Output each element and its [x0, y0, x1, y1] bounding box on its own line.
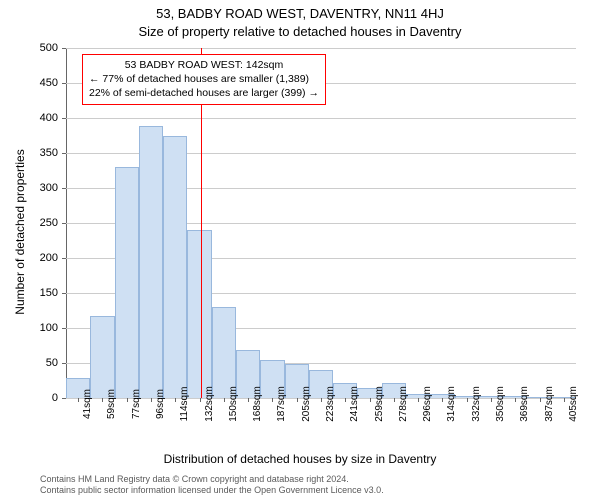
chart-title-line1: 53, BADBY ROAD WEST, DAVENTRY, NN11 4HJ [0, 6, 600, 21]
x-tick-label: 205sqm [301, 386, 312, 422]
histogram-bar [187, 230, 211, 398]
y-tick-mark [62, 118, 66, 119]
x-tick-label: 332sqm [471, 386, 482, 422]
credits-line-2: Contains public sector information licen… [40, 485, 384, 496]
plot-area: 05010015020025030035040045050041sqm59sqm… [66, 48, 576, 398]
y-tick-label: 350 [18, 147, 58, 159]
x-tick-mark [102, 398, 103, 402]
y-tick-label: 100 [18, 322, 58, 334]
y-tick-label: 500 [18, 42, 58, 54]
histogram-bar [139, 126, 163, 398]
x-tick-mark [345, 398, 346, 402]
x-tick-mark [564, 398, 565, 402]
x-tick-mark [297, 398, 298, 402]
y-tick-label: 300 [18, 182, 58, 194]
x-tick-mark [370, 398, 371, 402]
x-tick-mark [175, 398, 176, 402]
x-tick-mark [467, 398, 468, 402]
y-tick-mark [62, 363, 66, 364]
x-tick-label: 314sqm [446, 386, 457, 422]
x-tick-mark [442, 398, 443, 402]
y-tick-label: 0 [18, 392, 58, 404]
y-tick-mark [62, 398, 66, 399]
x-tick-mark [394, 398, 395, 402]
x-tick-label: 114sqm [179, 387, 190, 422]
x-tick-label: 150sqm [228, 386, 239, 422]
annotation-line: 53 BADBY ROAD WEST: 142sqm [89, 58, 319, 72]
x-tick-label: 77sqm [131, 389, 142, 419]
x-tick-label: 259sqm [374, 386, 385, 422]
x-tick-label: 187sqm [276, 386, 287, 422]
x-tick-label: 59sqm [106, 389, 117, 419]
y-tick-label: 400 [18, 112, 58, 124]
x-tick-label: 350sqm [495, 386, 506, 422]
x-tick-mark [78, 398, 79, 402]
y-tick-mark [62, 223, 66, 224]
y-tick-label: 150 [18, 287, 58, 299]
x-tick-mark [515, 398, 516, 402]
y-tick-label: 450 [18, 77, 58, 89]
x-tick-label: 132sqm [204, 386, 215, 422]
x-tick-label: 223sqm [325, 386, 336, 422]
histogram-bar [212, 307, 236, 398]
x-tick-label: 96sqm [155, 389, 166, 419]
chart-title-line2: Size of property relative to detached ho… [0, 24, 600, 39]
y-tick-label: 200 [18, 252, 58, 264]
x-tick-label: 278sqm [398, 386, 409, 422]
y-tick-mark [62, 188, 66, 189]
histogram-bar [115, 167, 139, 398]
x-tick-label: 369sqm [519, 386, 530, 422]
credits-line-1: Contains HM Land Registry data © Crown c… [40, 474, 384, 485]
y-tick-mark [62, 153, 66, 154]
histogram-bar [90, 316, 114, 398]
y-tick-label: 250 [18, 217, 58, 229]
y-tick-mark [62, 293, 66, 294]
y-tick-mark [62, 48, 66, 49]
x-tick-mark [540, 398, 541, 402]
x-tick-mark [248, 398, 249, 402]
annotation-line: ← 77% of detached houses are smaller (1,… [89, 72, 319, 86]
y-tick-mark [62, 83, 66, 84]
y-tick-label: 50 [18, 357, 58, 369]
y-tick-mark [62, 258, 66, 259]
x-tick-mark [224, 398, 225, 402]
annotation-line: 22% of semi-detached houses are larger (… [89, 86, 319, 100]
x-tick-mark [418, 398, 419, 402]
x-tick-label: 405sqm [568, 386, 579, 422]
x-tick-mark [491, 398, 492, 402]
x-tick-label: 41sqm [82, 389, 93, 419]
x-tick-mark [127, 398, 128, 402]
annotation-box: 53 BADBY ROAD WEST: 142sqm← 77% of detac… [82, 54, 326, 105]
x-tick-mark [200, 398, 201, 402]
x-tick-mark [272, 398, 273, 402]
grid-line [66, 118, 576, 119]
x-tick-mark [151, 398, 152, 402]
x-tick-label: 168sqm [252, 386, 263, 422]
grid-line [66, 48, 576, 49]
credits-block: Contains HM Land Registry data © Crown c… [40, 474, 384, 496]
x-tick-label: 387sqm [544, 386, 555, 422]
histogram-bar [163, 136, 187, 398]
x-axis-label: Distribution of detached houses by size … [0, 452, 600, 466]
x-tick-label: 296sqm [422, 386, 433, 422]
x-tick-label: 241sqm [349, 386, 360, 422]
x-tick-mark [321, 398, 322, 402]
y-tick-mark [62, 328, 66, 329]
